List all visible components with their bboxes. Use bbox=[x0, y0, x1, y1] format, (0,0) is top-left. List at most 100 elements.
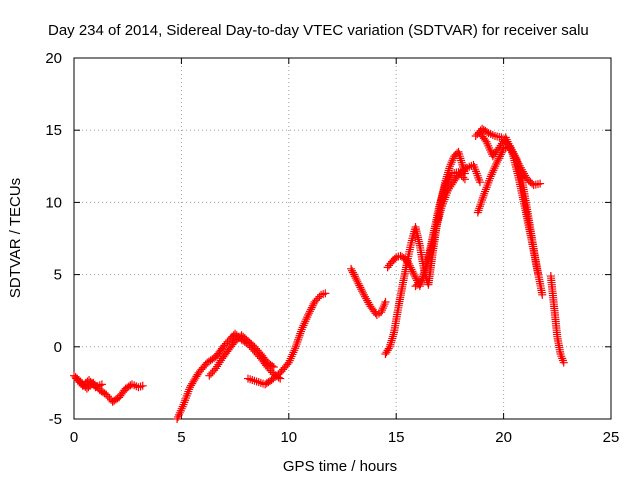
plot-frame bbox=[73, 57, 612, 420]
data-point bbox=[558, 354, 567, 363]
data-point bbox=[138, 381, 147, 390]
x-tick-label: 25 bbox=[603, 429, 620, 446]
data-point bbox=[353, 277, 362, 286]
data-point bbox=[441, 179, 450, 188]
data-point bbox=[215, 358, 224, 367]
data-point bbox=[419, 272, 428, 281]
data-point bbox=[494, 156, 503, 165]
data-point bbox=[352, 275, 361, 284]
data-point bbox=[457, 158, 466, 167]
data-point bbox=[474, 206, 483, 215]
y-axis-label: SDTVAR / TECUs bbox=[7, 178, 24, 298]
data-point bbox=[321, 289, 330, 298]
data-point bbox=[506, 143, 515, 152]
data-point bbox=[496, 150, 505, 159]
data-point bbox=[405, 261, 414, 270]
data-point bbox=[408, 267, 417, 276]
data-point bbox=[285, 356, 294, 365]
data-point bbox=[286, 354, 295, 363]
series-arc-12 bbox=[473, 142, 547, 299]
data-point bbox=[377, 308, 386, 317]
data-point bbox=[268, 361, 277, 370]
data-point bbox=[423, 260, 432, 269]
data-point bbox=[409, 269, 418, 278]
data-point bbox=[411, 272, 420, 281]
data-point bbox=[482, 137, 491, 146]
data-point bbox=[406, 263, 415, 272]
data-point bbox=[559, 358, 568, 367]
data-point bbox=[402, 256, 411, 265]
data-point bbox=[356, 283, 365, 292]
y-tick-label: 5 bbox=[54, 267, 62, 284]
data-point bbox=[385, 342, 394, 351]
data-point bbox=[354, 279, 363, 288]
data-point bbox=[307, 303, 316, 312]
data-point bbox=[447, 180, 456, 189]
data-point bbox=[445, 162, 454, 171]
data-point bbox=[269, 363, 278, 372]
data-point bbox=[502, 135, 511, 144]
data-point bbox=[505, 141, 514, 150]
data-point bbox=[305, 309, 314, 318]
data-point bbox=[446, 182, 455, 191]
data-point bbox=[445, 173, 454, 182]
series-arc-7 bbox=[347, 264, 390, 320]
data-point bbox=[297, 325, 306, 334]
data-point bbox=[457, 156, 466, 165]
data-point bbox=[243, 374, 252, 383]
data-point bbox=[421, 266, 430, 275]
data-point bbox=[460, 175, 469, 184]
y-tick-label: 15 bbox=[45, 122, 62, 139]
x-tick-label: 20 bbox=[495, 429, 512, 446]
data-point bbox=[379, 302, 388, 311]
grid bbox=[74, 58, 611, 419]
data-point bbox=[308, 301, 317, 310]
data-point bbox=[404, 259, 413, 268]
data-point bbox=[504, 139, 513, 148]
data-point bbox=[501, 133, 510, 142]
data-point bbox=[293, 337, 302, 346]
data-point bbox=[97, 380, 106, 389]
data-point bbox=[347, 264, 356, 273]
x-axis-label: GPS time / hours bbox=[283, 458, 397, 475]
data-point bbox=[419, 270, 428, 279]
data-point bbox=[487, 170, 496, 179]
data-point bbox=[489, 166, 498, 175]
data-point bbox=[490, 164, 499, 173]
data-point bbox=[495, 143, 504, 152]
data-point bbox=[173, 415, 182, 423]
data-point bbox=[386, 340, 395, 349]
data-point bbox=[486, 146, 495, 155]
data-point bbox=[302, 315, 311, 324]
data-point bbox=[288, 350, 297, 359]
data-point bbox=[494, 154, 503, 163]
data-point bbox=[305, 307, 314, 316]
data-point bbox=[444, 175, 453, 184]
data-point bbox=[422, 262, 431, 271]
series-arc-2 bbox=[72, 374, 106, 392]
data-point bbox=[213, 362, 222, 371]
data-point bbox=[496, 141, 505, 150]
data-point bbox=[294, 335, 303, 344]
data-point bbox=[304, 311, 313, 320]
data-point bbox=[214, 360, 223, 369]
data-point bbox=[250, 376, 259, 385]
data-point bbox=[442, 177, 451, 186]
data-point bbox=[289, 348, 298, 357]
data-point bbox=[306, 305, 315, 314]
data-point bbox=[294, 333, 303, 342]
data-point bbox=[248, 376, 257, 385]
data-point bbox=[485, 143, 494, 152]
y-tick-label: 10 bbox=[45, 194, 62, 211]
data-point bbox=[493, 157, 502, 166]
data-point bbox=[175, 408, 184, 417]
data-point bbox=[301, 317, 310, 326]
data-point bbox=[246, 375, 255, 384]
data-point bbox=[298, 323, 307, 332]
data-point bbox=[252, 377, 261, 386]
chart-title: Day 234 of 2014, Sidereal Day-to-day VTE… bbox=[48, 22, 589, 39]
data-point bbox=[388, 334, 397, 343]
data-point bbox=[287, 352, 296, 361]
data-point bbox=[378, 306, 387, 315]
data-point bbox=[351, 274, 360, 283]
